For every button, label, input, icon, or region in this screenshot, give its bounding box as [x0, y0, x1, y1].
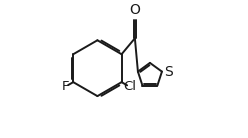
Text: O: O [129, 3, 140, 17]
Text: S: S [164, 65, 173, 79]
Text: F: F [62, 80, 69, 93]
Text: Cl: Cl [124, 80, 136, 94]
